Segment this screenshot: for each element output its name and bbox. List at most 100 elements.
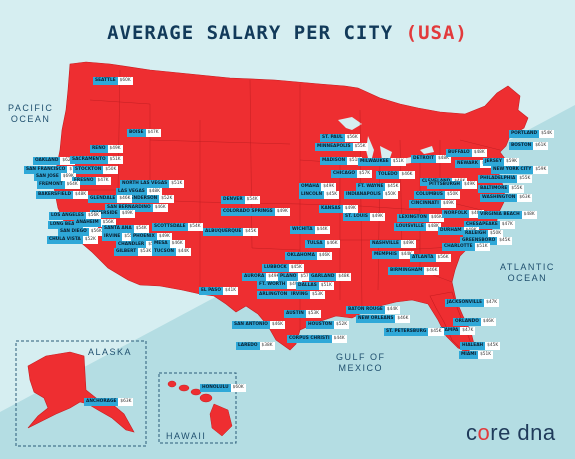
- city-salary: $60K: [117, 77, 133, 85]
- great-lakes: [338, 117, 434, 166]
- city-name: AURORA: [242, 273, 267, 281]
- city-salary: $46K: [324, 240, 340, 248]
- city-salary: $45K: [288, 264, 304, 272]
- city-name: GLENDALE: [88, 195, 118, 203]
- city-salary: $49K: [107, 145, 123, 153]
- city-name: CHANDLER: [116, 241, 147, 249]
- city-salary: $53K: [138, 248, 154, 256]
- city-name: BIRMINGHAM: [388, 267, 425, 275]
- city-name: ORLANDO: [453, 318, 481, 326]
- city-label: ANAHEIM $56K: [74, 219, 116, 227]
- city-label: PITTSBURGH $49K: [427, 181, 478, 189]
- city-label: VIRGINIA BEACH $48K: [478, 211, 537, 219]
- city-salary: $48K: [146, 188, 162, 196]
- city-label: MINNEAPOLIS $55K: [315, 143, 368, 151]
- city-salary: $54K: [187, 223, 203, 231]
- city-name: EL PASO: [199, 287, 223, 295]
- city-salary: $50K: [382, 191, 398, 199]
- city-name: NORTH LAS VEGAS: [120, 180, 170, 188]
- city-label: AUSTIN $53K: [284, 310, 321, 318]
- city-label: ANCHORAGE $63K: [84, 398, 134, 406]
- city-label: IRVING $53K: [289, 291, 325, 299]
- city-name: LAREDO: [236, 342, 260, 350]
- city-name: NEWARK: [455, 160, 481, 168]
- city-name: BATON ROUGE: [346, 306, 385, 314]
- city-salary: $62K: [60, 157, 76, 165]
- city-label: EL PASO $41K: [199, 287, 239, 295]
- city-salary: $46K: [316, 252, 332, 260]
- city-name: MESA: [152, 240, 170, 248]
- city-label: HOUSTON $52K: [306, 321, 350, 329]
- title-highlight: (USA): [405, 22, 468, 44]
- city-name: ST. PAUL: [320, 134, 345, 142]
- city-salary: $48K: [435, 155, 451, 163]
- city-salary: $45K: [243, 228, 259, 236]
- city-salary: $38K: [259, 342, 275, 350]
- city-label: SAN ANTONIO $46K: [232, 321, 285, 329]
- city-label: MADISON $51K: [320, 157, 363, 165]
- city-salary: $49K: [400, 240, 416, 248]
- city-name: GARLAND: [309, 273, 337, 281]
- city-label: LAS VEGAS $48K: [116, 188, 162, 196]
- city-salary: $51K: [478, 351, 494, 359]
- city-salary: $56K: [100, 219, 116, 227]
- city-name: LINCOLN: [299, 191, 325, 199]
- city-label: WICHITA $44K: [290, 226, 330, 234]
- city-salary: $57K: [357, 170, 373, 178]
- city-label: FT. WAYNE $45K: [356, 183, 401, 191]
- city-label: TOLEDO $46K: [376, 171, 415, 179]
- city-salary: $48K: [336, 273, 352, 281]
- city-name: DURHAM: [438, 227, 464, 235]
- city-label: ORLANDO $46K: [453, 318, 496, 326]
- city-name: CHULA VISTA: [47, 236, 83, 244]
- city-name: ANAHEIM: [74, 219, 101, 227]
- city-salary: $50K: [103, 166, 119, 174]
- city-label: CHICAGO $57K: [331, 170, 373, 178]
- city-name: CHARLOTTE: [442, 243, 475, 251]
- city-label: LUBBOCK $45K: [262, 264, 304, 272]
- city-salary: $53K: [309, 291, 325, 299]
- city-name: HOUSTON: [306, 321, 335, 329]
- city-salary: $64K: [64, 181, 80, 189]
- city-name: ST. LOUIS: [343, 213, 370, 221]
- city-salary: $49K: [274, 208, 290, 216]
- city-salary: $54K: [539, 130, 555, 138]
- city-name: SAN BERNARDINO: [105, 204, 153, 212]
- city-name: RIVERSIDE: [90, 210, 120, 218]
- city-label: OKLAHOMA $46K: [285, 252, 332, 260]
- city-salary: $59K: [503, 158, 520, 166]
- logo-part-1: c: [466, 420, 478, 445]
- city-salary: $41K: [223, 287, 239, 295]
- city-salary: $45K: [428, 328, 444, 336]
- city-label: CINCINNATI $49K: [409, 200, 456, 208]
- city-name: COLORADO SPRINGS: [221, 208, 275, 216]
- city-name: OAKLAND: [33, 157, 61, 165]
- city-salary: $46K: [480, 318, 496, 326]
- alaska-label: ALASKA: [88, 347, 132, 358]
- city-label: AURORA $49K: [242, 273, 282, 281]
- city-name: TUCSON: [152, 248, 176, 256]
- logo-part-2: o: [477, 420, 491, 445]
- city-salary: $49K: [266, 273, 282, 281]
- city-salary: $45K: [485, 342, 501, 350]
- city-name: NORFOLK: [442, 210, 470, 218]
- city-name: SCOTTSDALE: [152, 223, 188, 231]
- city-salary: $50K: [445, 191, 461, 199]
- city-name: MINNEAPOLIS: [315, 143, 353, 151]
- city-label: MESA $46K: [152, 240, 185, 248]
- city-label: LAREDO $38K: [236, 342, 275, 350]
- city-salary: $49K: [119, 210, 135, 218]
- logo-part-3: re dna: [490, 420, 556, 445]
- city-name: LAS VEGAS: [116, 188, 147, 196]
- city-salary: $63K: [517, 194, 533, 202]
- city-label: HENDERSON $52K: [125, 195, 175, 203]
- city-label: GARLAND $48K: [309, 273, 352, 281]
- city-label: ST. PETERSBURG $45K: [384, 328, 444, 336]
- city-name: IRVINE: [102, 233, 123, 241]
- city-label: SAN BERNARDINO $46K: [105, 204, 168, 212]
- city-salary: $51K: [390, 158, 406, 166]
- city-name: ALBUQUERQUE: [203, 228, 244, 236]
- city-label: GREENSBORO $45K: [460, 237, 513, 245]
- city-salary: $46K: [424, 267, 440, 275]
